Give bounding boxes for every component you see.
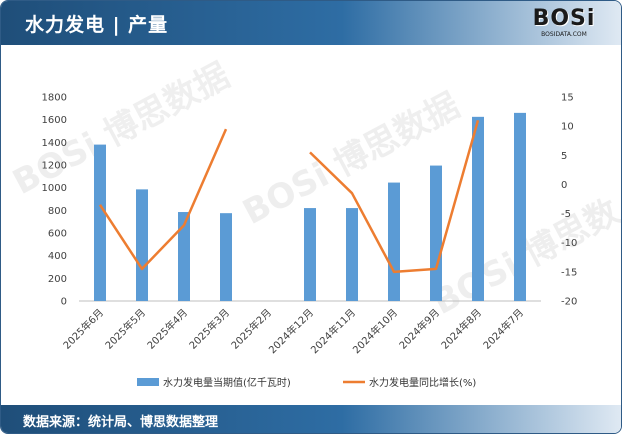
bar [304,208,316,301]
x-tick-label: 2025年4月 [144,306,190,352]
chart-area: BOSi 博思数据 BOSi 博思数据 BOSi 博思数 02004006008… [6,56,621,389]
y-left-tick-label: 800 [48,206,67,217]
plot-layer [79,112,541,302]
y-left-tick-label: 1200 [42,161,67,172]
x-tick-label: 2025年5月 [102,306,148,352]
bar [178,212,190,301]
legend-label-line: 水力发电量同比增长(%) [369,376,476,389]
y-right-tick-label: -10 [561,238,577,249]
page-title: 水力发电 | 产量 [25,14,169,36]
bar [220,213,232,301]
x-tick-label: 2025年2月 [228,306,274,352]
y-left-tick-label: 1800 [42,93,67,104]
y-left-tick-label: 1600 [42,115,67,126]
y-left-tick-label: 400 [48,251,67,262]
y-left-tick-label: 600 [48,229,67,240]
x-tick-label: 2024年7月 [480,306,526,352]
y-right-tick-label: 0 [561,180,567,191]
logo-url: BOSIDATA.COM [541,31,587,38]
legend: 水力发电量当期值(亿千瓦时) 水力发电量同比增长(%) [137,376,476,389]
footer-bar: 数据来源：统计局、博思数据整理 [1,405,621,433]
bar [94,144,106,301]
x-tick-label: 2024年10月 [350,306,400,356]
x-tick-label: 2025年6月 [60,306,106,352]
y-right-tick-label: -5 [561,209,571,220]
data-source: 数据来源：统计局、博思数据整理 [23,415,219,430]
legend-swatch-bar [137,378,159,386]
y-right-tick-label: 5 [561,151,567,162]
y-right-tick-label: -15 [561,267,577,278]
x-tick-label: 2024年9月 [396,306,442,352]
y-right-tick-label: -20 [561,297,577,308]
bar [472,116,484,301]
svg-text:BOSi 博思数据: BOSi 博思数据 [6,56,236,203]
line-series [309,119,480,274]
y-left-tick-label: 1400 [42,138,67,149]
legend-label-bar: 水力发电量当期值(亿千瓦时) [163,376,291,389]
logo-mark: BOSi [532,6,596,31]
bar [430,165,442,301]
y-left-tick-label: 0 [61,297,67,308]
left-axis: 0 200 400 600 800 1000 1200 1400 1600 1800 [42,93,67,308]
bar [388,182,400,301]
header-bar: 水力发电 | 产量 BOSi BOSIDATA.COM [1,1,621,45]
bar [136,189,148,301]
line-series [98,128,228,271]
y-right-tick-label: 10 [561,122,574,133]
bar [514,112,526,301]
x-tick-label: 2025年3月 [186,306,232,352]
right-axis: -20 -15 -10 -5 0 5 10 15 [561,93,577,308]
bar [346,208,358,301]
y-left-tick-label: 200 [48,274,67,285]
y-right-tick-label: 15 [561,93,574,104]
y-left-tick-label: 1000 [42,183,67,194]
brand-logo: BOSi BOSIDATA.COM [527,7,601,41]
